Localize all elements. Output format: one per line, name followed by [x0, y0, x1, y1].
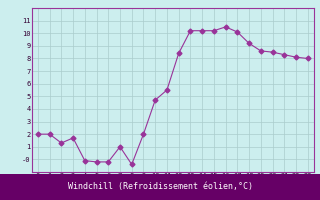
- Text: Windchill (Refroidissement éolien,°C): Windchill (Refroidissement éolien,°C): [68, 182, 252, 192]
